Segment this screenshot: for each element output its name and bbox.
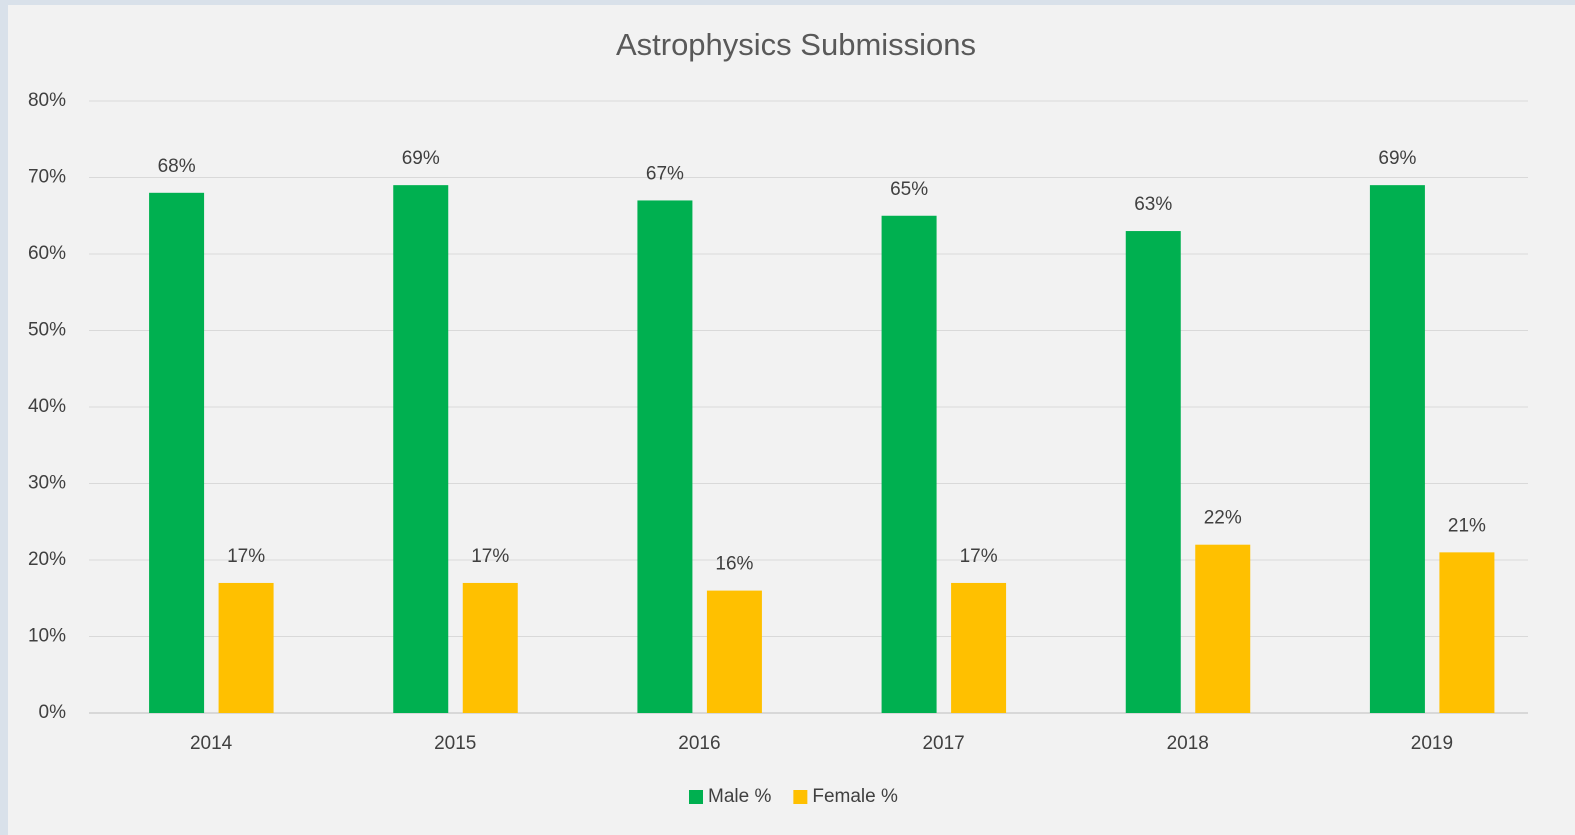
bar [706,590,762,713]
y-tick-label: 0% [39,702,67,723]
legend-label: Female % [812,786,898,807]
y-tick-label: 40% [28,396,66,417]
x-tick-label: 2016 [678,733,720,754]
legend-swatch [793,790,808,804]
y-tick-label: 10% [28,626,66,647]
chart-title: Astrophysics Submissions [616,27,976,62]
legend-swatch [689,790,703,804]
bar [637,200,693,713]
data-label: 63% [1134,194,1172,215]
y-tick-label: 70% [28,167,66,188]
data-label: 67% [646,163,684,184]
x-tick-label: 2019 [1411,733,1453,754]
y-tick-label: 80% [28,90,66,111]
data-label: 22% [1204,508,1242,529]
bar [1439,552,1495,713]
data-label: 17% [227,546,265,567]
data-label: 16% [715,554,753,575]
bar [951,582,1007,713]
bar [393,185,449,713]
legend-label: Male % [708,786,771,807]
x-tick-label: 2014 [190,733,233,754]
data-label: 68% [158,156,196,177]
bar [1195,544,1251,713]
data-label: 69% [1378,148,1416,169]
data-label: 21% [1448,515,1486,536]
x-tick-label: 2018 [1167,733,1209,754]
data-label: 17% [471,546,509,567]
y-tick-label: 30% [28,473,66,494]
data-label: 17% [960,546,998,567]
y-tick-label: 50% [28,320,66,341]
y-tick-label: 60% [28,243,66,264]
data-label: 65% [890,179,928,200]
bar [881,215,937,713]
bar [149,192,205,714]
x-tick-label: 2015 [434,733,476,754]
bar [218,582,274,713]
bar [1369,185,1425,713]
y-tick-label: 20% [28,549,66,570]
data-label: 69% [402,148,440,169]
bar [1125,231,1181,714]
x-tick-label: 2017 [922,733,964,754]
bar [462,582,518,713]
